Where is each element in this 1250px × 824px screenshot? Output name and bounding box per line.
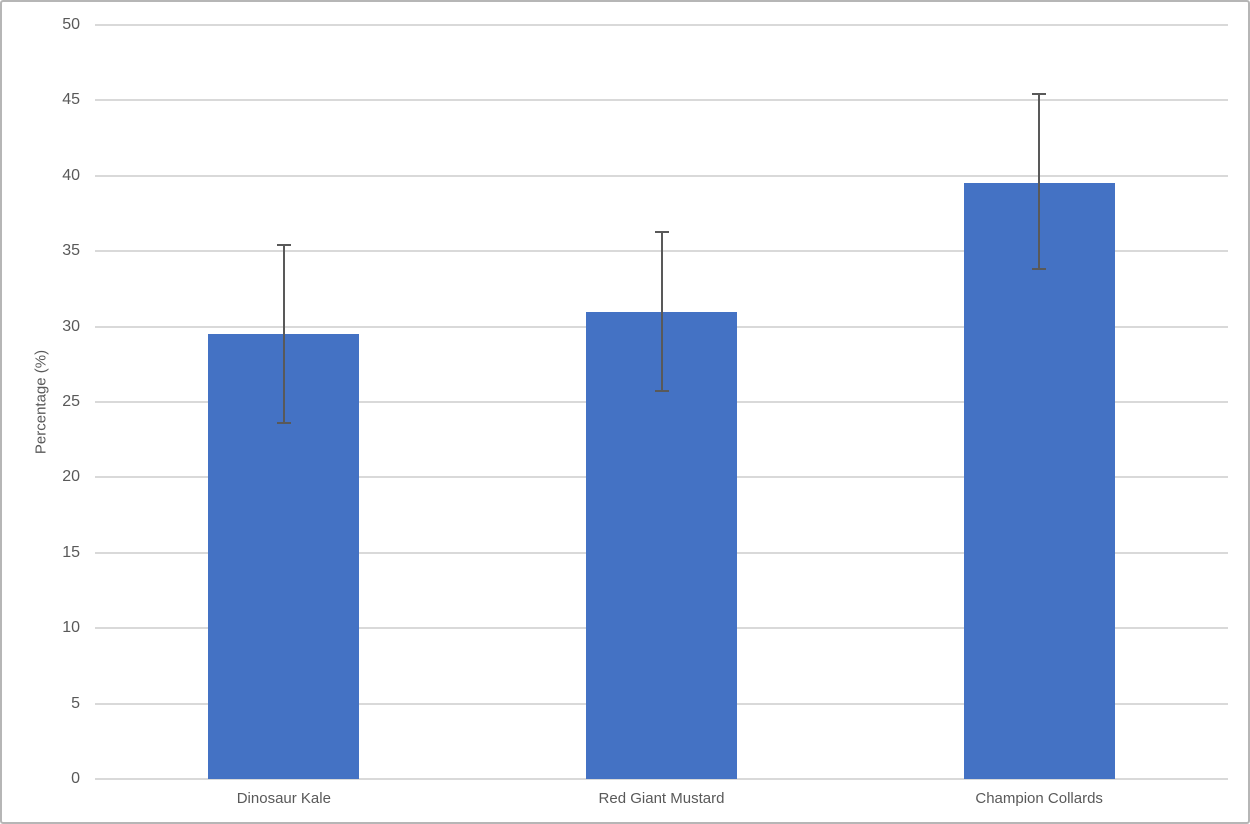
error-bar-bottom-cap-red-giant-mustard [654, 390, 669, 393]
y-tick-label-40: 40 [62, 166, 80, 184]
error-bar-top-cap-champion-collards [1032, 93, 1047, 96]
y-tick-label-30: 30 [62, 317, 80, 335]
error-bar-bottom-cap-champion-collards [1032, 268, 1047, 271]
error-bar-line-dinosaur-kale [282, 245, 285, 424]
x-category-label-dinosaur-kale: Dinosaur Kale [236, 790, 331, 807]
x-category-label-champion-collards: Champion Collards [975, 790, 1103, 807]
gridline-50 [95, 24, 1228, 26]
error-bar-top-cap-red-giant-mustard [654, 230, 669, 233]
gridline-40 [95, 174, 1228, 177]
gridline-45 [95, 99, 1228, 102]
x-category-label-red-giant-mustard: Red Giant Mustard [598, 790, 725, 807]
bar-champion-collards [963, 183, 1115, 779]
y-tick-label-20: 20 [62, 468, 80, 486]
y-tick-label-10: 10 [62, 619, 80, 637]
error-bar-top-cap-dinosaur-kale [276, 244, 291, 247]
error-bar-line-red-giant-mustard [660, 231, 663, 392]
y-tick-label-5: 5 [71, 694, 80, 712]
error-bar-bottom-cap-dinosaur-kale [276, 422, 291, 425]
error-bar-line-champion-collards [1038, 94, 1041, 270]
y-tick-label-35: 35 [62, 242, 80, 260]
y-tick-label-0: 0 [71, 770, 80, 787]
plot-area [95, 24, 1228, 780]
y-tick-label-15: 15 [62, 543, 80, 561]
gridline-0 [95, 778, 1228, 780]
y-tick-label-45: 45 [62, 91, 80, 109]
y-tick-label-25: 25 [62, 393, 80, 410]
y-tick-label-50: 50 [62, 16, 80, 33]
